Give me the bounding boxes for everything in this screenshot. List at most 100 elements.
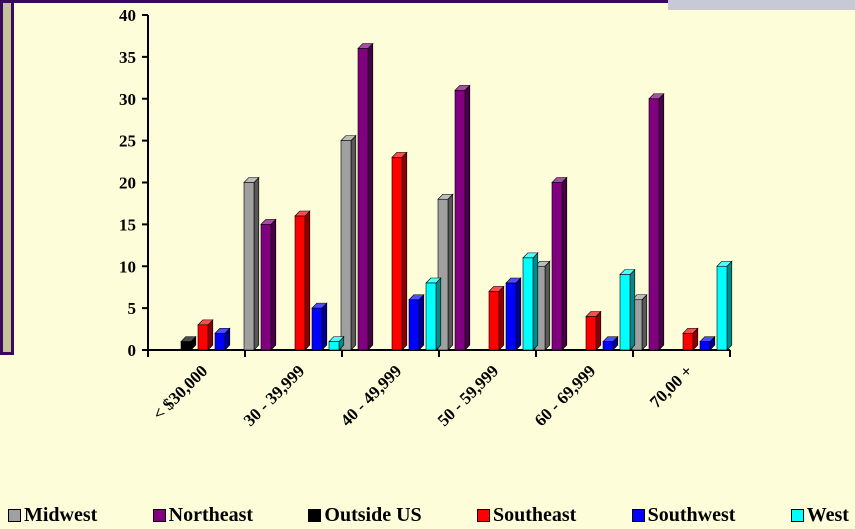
bar-front (551, 182, 563, 351)
y-tick-label: 25 (119, 132, 136, 151)
bar-front (425, 282, 437, 351)
bar-front (716, 265, 728, 351)
bar-side (270, 218, 277, 351)
y-tick-label: 15 (119, 215, 136, 234)
bar-side (464, 84, 471, 351)
bar (425, 277, 442, 351)
bar-side (350, 134, 357, 351)
bar-side (321, 302, 328, 351)
legend-label: Outside US (324, 504, 422, 526)
frame-bottom-border (0, 352, 14, 355)
legend-item: West (790, 504, 849, 526)
bar-front (408, 299, 420, 351)
y-tick-label: 0 (128, 341, 137, 360)
bar-front (357, 48, 369, 351)
bar (682, 327, 699, 351)
legend-item: Outside US (308, 504, 422, 526)
bar-side (561, 176, 568, 351)
y-tick-label: 30 (119, 90, 136, 109)
bar (328, 335, 345, 351)
bar-side (726, 260, 733, 351)
bar (294, 210, 311, 351)
x-category-label: 70,00 + (646, 361, 696, 411)
legend-label: West (806, 504, 849, 526)
legend-item: Northeast (152, 504, 254, 526)
bar (716, 260, 733, 351)
frame-top-border (0, 0, 855, 3)
legend-label: Southwest (647, 504, 736, 526)
bar (631, 294, 648, 351)
bar-front (437, 198, 449, 351)
bar-side (629, 268, 636, 351)
legend-item: Southeast (476, 504, 577, 526)
bar-front (699, 341, 711, 351)
bar-front (197, 324, 209, 351)
x-category-label: 50 - 59,999 (434, 361, 503, 430)
bar-chart: 0 5 10 15 20 25 30 35 40 < $30,000 30 - 39,999 40 -… (119, 6, 733, 430)
bar-side (532, 252, 539, 351)
legend-item: Southwest (631, 504, 736, 526)
bar (551, 176, 568, 351)
legend-swatch (790, 508, 804, 522)
bar-side (595, 310, 602, 351)
bar (454, 84, 471, 351)
bar-side (544, 260, 551, 351)
bar-front (311, 307, 323, 351)
bar-side (304, 210, 311, 351)
bar-front (619, 274, 631, 351)
bar-front (585, 316, 597, 351)
bar (243, 176, 260, 351)
bar (340, 134, 357, 351)
legend-label: Southeast (492, 504, 577, 526)
bar-side (658, 93, 665, 351)
bar-front (260, 224, 272, 351)
bar (585, 310, 602, 351)
x-category-label: 40 - 49,999 (337, 361, 406, 430)
bar (602, 335, 619, 351)
bar-front (243, 182, 255, 351)
bar-front (328, 341, 340, 351)
bar (619, 268, 636, 351)
bar-front (682, 332, 694, 351)
legend-swatch (308, 508, 322, 522)
bar (180, 335, 197, 351)
bar-side (367, 42, 374, 351)
bar-side (418, 294, 425, 351)
bar-side (253, 176, 260, 351)
bar (197, 319, 214, 351)
legend-label: Midwest (24, 504, 98, 526)
bar (437, 193, 454, 351)
bar-front (340, 140, 352, 351)
y-tick-label: 10 (119, 257, 136, 276)
bar (391, 151, 408, 351)
bar-front (214, 332, 226, 351)
bar (357, 42, 374, 351)
bar-side (515, 277, 522, 351)
bar-front (454, 90, 466, 351)
legend-swatch (476, 508, 490, 522)
bar-front (602, 341, 614, 351)
bar (311, 302, 328, 351)
legend: Midwest Northeast Outside US Southeast South… (0, 502, 855, 528)
bar-side (435, 277, 442, 351)
bar (214, 327, 231, 351)
legend-label: Northeast (168, 504, 254, 526)
frame-left-panel (0, 0, 14, 355)
bar (408, 294, 425, 351)
bar-side (641, 294, 648, 351)
bar (488, 285, 505, 351)
y-tick-label: 35 (119, 48, 136, 67)
bar-front (505, 282, 517, 351)
frame-left-border (0, 0, 3, 355)
frame-top-accent (668, 0, 855, 10)
x-category-label: < $30,000 (149, 361, 211, 423)
x-category-label: 60 - 69,999 (531, 361, 600, 430)
bar (260, 218, 277, 351)
bar (505, 277, 522, 351)
bar (648, 93, 665, 351)
bar (522, 252, 539, 351)
bar-side (447, 193, 454, 351)
bar-front (180, 341, 192, 351)
frame-right-border (11, 0, 14, 355)
